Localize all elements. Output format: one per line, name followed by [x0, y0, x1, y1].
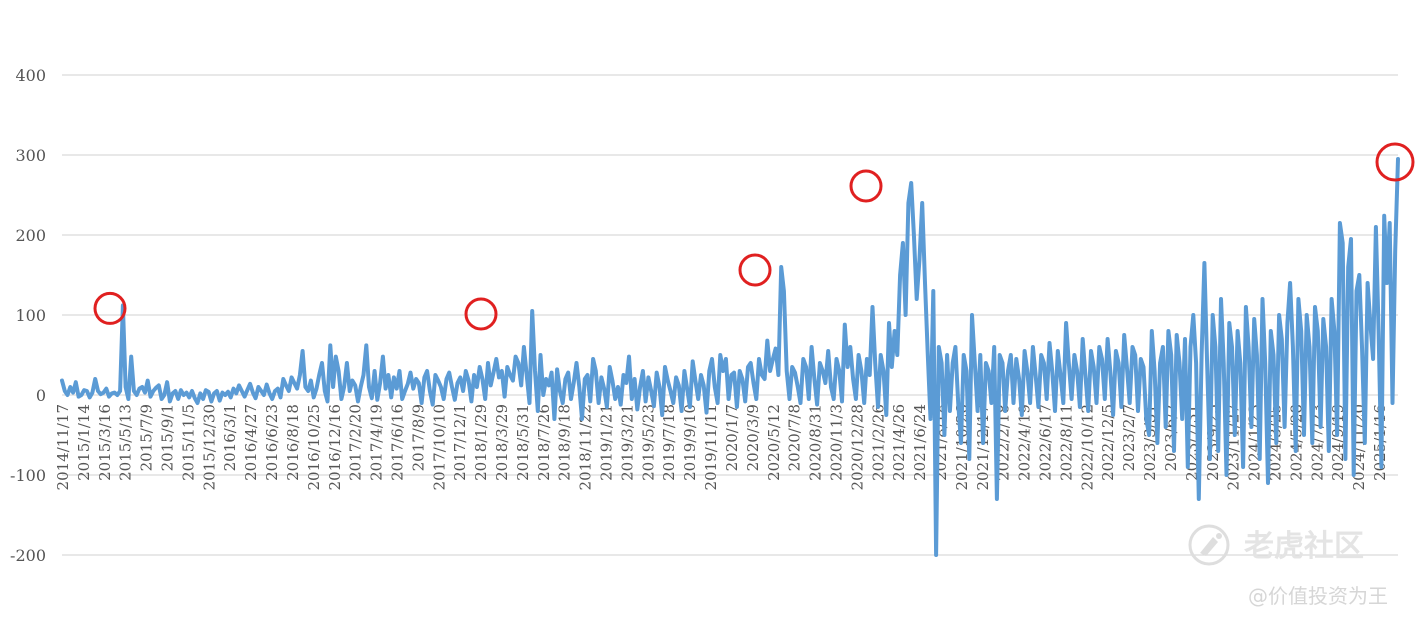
x-tick-label: 2023/2/7 — [1120, 404, 1138, 471]
x-axis-tick-labels: 2014/11/17 2015/1/14 2015/3/16 2015/5/13 201… — [54, 404, 1389, 490]
x-tick-label: 2014/11/17 — [54, 404, 72, 490]
x-tick-label: 2018/7/26 — [535, 404, 553, 481]
x-tick-label: 2021/6/24 — [911, 404, 929, 481]
y-tick-label: 0 — [36, 386, 46, 405]
x-tick-label: 2020/12/28 — [848, 404, 866, 490]
x-tick-label: 2021/12/17 — [974, 404, 992, 490]
watermark: 老虎社区 @价值投资为王 — [1188, 524, 1388, 608]
x-tick-label: 2019/7/18 — [660, 404, 678, 481]
x-tick-label: 2016/8/18 — [284, 404, 302, 481]
y-tick-label: 200 — [15, 226, 46, 245]
x-tick-label: 2015/7/9 — [138, 404, 156, 471]
watermark-logo-icon — [1188, 524, 1230, 566]
x-tick-label: 2022/12/5 — [1099, 404, 1117, 481]
x-tick-label: 2015/3/16 — [96, 404, 114, 481]
peak-highlight-circle — [93, 291, 127, 325]
x-tick-label: 2019/3/21 — [618, 404, 636, 481]
x-tick-label: 2022/10/12 — [1078, 404, 1096, 490]
x-tick-label: 2016/10/25 — [305, 404, 323, 490]
x-tick-label: 2017/2/20 — [347, 404, 365, 481]
x-tick-label: 2020/1/7 — [723, 404, 741, 471]
x-tick-label: 2022/8/11 — [1057, 404, 1075, 481]
x-tick-label: 2019/5/23 — [639, 404, 657, 481]
x-tick-label: 2017/10/10 — [430, 404, 448, 490]
x-tick-label: 2017/6/16 — [388, 404, 406, 481]
watermark-title: 老虎社区 — [1244, 529, 1364, 564]
x-tick-label: 2018/5/31 — [514, 404, 532, 481]
x-tick-label: 2015/9/1 — [159, 404, 177, 471]
y-tick-label: 300 — [15, 146, 46, 165]
x-tick-label: 2016/4/27 — [242, 404, 260, 481]
x-tick-label: 2022/6/17 — [1037, 404, 1055, 481]
y-tick-label: -100 — [10, 466, 46, 485]
x-tick-label: 2018/9/18 — [556, 404, 574, 481]
x-tick-label: 2015/12/30 — [200, 404, 218, 490]
series-layer — [60, 157, 1400, 557]
y-tick-label: -200 — [10, 546, 46, 565]
x-tick-label: 2018/3/29 — [493, 404, 511, 481]
x-tick-label: 2017/4/19 — [368, 404, 386, 481]
watermark-subtitle: @价值投资为王 — [1248, 584, 1388, 608]
x-tick-label: 2024/9/19 — [1329, 404, 1347, 481]
y-axis-tick-labels: -200 -100 0 100 200 300 400 — [10, 66, 46, 565]
x-tick-label: 2016/3/1 — [221, 404, 239, 471]
x-tick-label: 2020/8/31 — [807, 404, 825, 481]
peak-highlight-circle — [1375, 142, 1415, 182]
x-tick-label: 2020/3/9 — [744, 404, 762, 471]
x-tick-label: 2017/12/1 — [451, 404, 469, 481]
x-tick-label: 2020/5/12 — [765, 404, 783, 481]
x-tick-label: 2016/12/16 — [326, 404, 344, 490]
x-tick-label: 2016/6/23 — [263, 404, 281, 481]
x-tick-label: 2015/5/13 — [117, 404, 135, 481]
x-tick-label: 2015/1/14 — [75, 404, 93, 481]
y-tick-label: 400 — [15, 66, 46, 85]
series-line — [60, 157, 1400, 557]
peak-highlight-circle — [464, 297, 498, 331]
x-tick-label: 2022/4/19 — [1016, 404, 1034, 481]
x-tick-label: 2019/11/11 — [702, 404, 720, 490]
peak-highlight-circle — [849, 169, 883, 203]
y-tick-label: 100 — [15, 306, 46, 325]
x-tick-label: 2018/1/29 — [472, 404, 490, 481]
peak-highlight-circle — [738, 253, 772, 287]
x-tick-label: 2015/11/5 — [179, 404, 197, 481]
x-tick-label: 2019/1/21 — [598, 404, 616, 481]
x-tick-label: 2020/11/3 — [827, 404, 845, 481]
x-tick-label: 2019/9/10 — [681, 404, 699, 481]
x-tick-label: 2020/7/8 — [786, 404, 804, 471]
x-tick-label: 2021/4/26 — [890, 404, 908, 481]
x-tick-label: 2017/8/9 — [409, 404, 427, 471]
peak-highlight-circles — [93, 142, 1415, 331]
x-tick-label: 2021/2/26 — [869, 404, 887, 481]
x-tick-label: 2018/11/22 — [577, 404, 595, 490]
